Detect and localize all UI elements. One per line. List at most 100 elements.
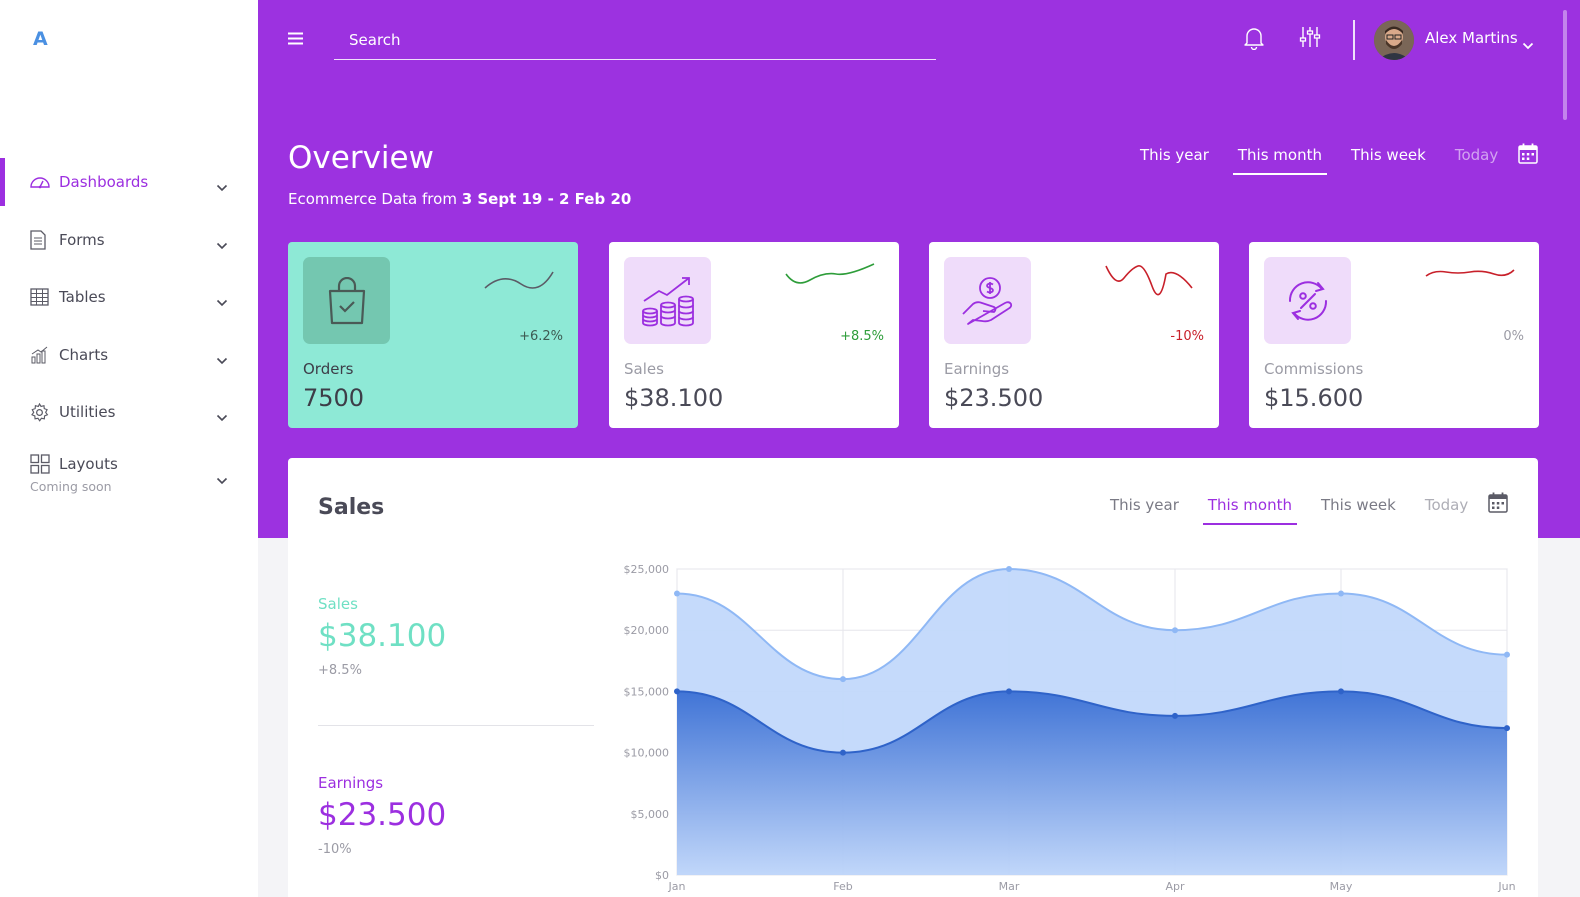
sidebar-item-dashboards[interactable]: Dashboards xyxy=(0,158,258,206)
x-tick-label: May xyxy=(1330,880,1353,893)
scrollbar[interactable] xyxy=(1563,10,1567,120)
sidebar-item-label: Forms xyxy=(59,230,105,249)
date-range-subtitle: Ecommerce Data from 3 Sept 19 - 2 Feb 20 xyxy=(288,190,631,208)
tab-this-week[interactable]: This week xyxy=(1321,496,1396,514)
card-change: +6.2% xyxy=(519,329,563,344)
kpi-sales-value: $38.100 xyxy=(318,618,447,654)
sparkline xyxy=(1105,265,1193,296)
y-tick-label: $5,000 xyxy=(631,808,670,821)
document-icon xyxy=(30,229,50,250)
subtitle-range: 3 Sept 19 - 2 Feb 20 xyxy=(461,190,632,208)
stat-card-commissions[interactable]: 0% Commissions $15.600 xyxy=(1249,242,1539,428)
period-tabs: This year This month This week Today xyxy=(1135,146,1522,175)
x-tick-label: Apr xyxy=(1165,880,1185,893)
card-value: 7500 xyxy=(303,384,365,412)
tab-today[interactable]: Today xyxy=(1424,496,1469,514)
sidebar-item-label: Utilities xyxy=(59,403,116,421)
hamburger-menu-icon[interactable] xyxy=(288,30,303,49)
card-label: Orders xyxy=(303,360,354,378)
kpi-earnings-label: Earnings xyxy=(318,774,384,792)
chevron-down-icon[interactable] xyxy=(1522,35,1534,54)
card-value: $38.100 xyxy=(624,384,724,412)
card-label: Commissions xyxy=(1264,360,1364,378)
sidebar-item-label: Layouts xyxy=(59,454,118,473)
tab-this-year[interactable]: This year xyxy=(1110,496,1179,514)
sidebar: A Dashboards Forms Tables xyxy=(0,0,258,897)
series-area xyxy=(677,691,1507,875)
subtitle-prefix: Ecommerce Data from xyxy=(288,190,462,208)
avatar[interactable] xyxy=(1374,20,1414,60)
card-value: $15.600 xyxy=(1264,384,1364,412)
sidebar-item-tables[interactable]: Tables xyxy=(0,273,258,321)
percent-cycle-icon xyxy=(1264,257,1351,344)
chevron-down-icon xyxy=(216,470,228,489)
card-change: +8.5% xyxy=(840,329,884,344)
coins-growth-icon xyxy=(624,257,711,344)
app-logo[interactable]: A xyxy=(33,28,48,50)
sparkline xyxy=(785,263,875,284)
x-tick-label: Feb xyxy=(833,880,852,893)
sidebar-item-sublabel: Coming soon xyxy=(30,478,112,494)
data-point xyxy=(1172,712,1178,719)
chevron-down-icon xyxy=(216,350,228,369)
card-change: 0% xyxy=(1503,329,1524,344)
sidebar-item-layouts[interactable]: Layouts Coming soon xyxy=(0,446,258,502)
sidebar-item-label: Dashboards xyxy=(59,173,149,191)
y-tick-label: $20,000 xyxy=(624,624,670,637)
period-tabs: This year This month This week Today xyxy=(1105,496,1492,525)
data-point xyxy=(1504,651,1510,658)
y-tick-label: $25,000 xyxy=(624,563,670,576)
stat-card-orders[interactable]: +6.2% Orders 7500 xyxy=(288,242,578,428)
card-label: Sales xyxy=(624,360,664,378)
card-change: -10% xyxy=(1170,329,1204,344)
user-name[interactable]: Alex Martins xyxy=(1425,29,1518,47)
sparkline xyxy=(1425,269,1515,277)
x-tick-label: Jan xyxy=(668,880,686,893)
bell-icon[interactable] xyxy=(1243,26,1265,54)
tab-this-year[interactable]: This year xyxy=(1140,146,1209,164)
sidebar-item-utilities[interactable]: Utilities xyxy=(0,388,258,436)
chevron-down-icon xyxy=(216,235,228,254)
calendar-icon[interactable] xyxy=(1488,492,1508,517)
divider xyxy=(318,725,594,726)
gauge-icon xyxy=(30,172,50,192)
page-title: Overview xyxy=(288,140,434,176)
data-point xyxy=(1006,688,1012,695)
stat-card-sales[interactable]: +8.5% Sales $38.100 xyxy=(609,242,899,428)
tab-this-month[interactable]: This month xyxy=(1232,146,1327,175)
sidebar-item-label: Charts xyxy=(59,345,109,364)
tab-this-month[interactable]: This month xyxy=(1202,496,1297,525)
data-point xyxy=(1504,725,1510,732)
series-line xyxy=(676,567,1508,681)
data-point xyxy=(840,749,846,756)
data-point xyxy=(1172,627,1178,634)
kpi-sales-change: +8.5% xyxy=(318,663,362,678)
topbar-divider xyxy=(1353,20,1355,60)
settings-sliders-icon[interactable] xyxy=(1299,26,1321,52)
stat-card-earnings[interactable]: -10% Earnings $23.500 xyxy=(929,242,1219,428)
shopping-bag-icon xyxy=(303,257,390,344)
grid-icon xyxy=(30,453,50,474)
y-tick-label: $15,000 xyxy=(624,685,670,698)
data-point xyxy=(840,676,846,683)
sidebar-item-label: Tables xyxy=(59,288,106,306)
chevron-down-icon xyxy=(216,177,228,196)
data-point xyxy=(674,590,680,597)
data-point xyxy=(1006,566,1012,572)
tab-today[interactable]: Today xyxy=(1454,146,1499,164)
card-label: Earnings xyxy=(944,360,1010,378)
sidebar-nav: Dashboards Forms Tables Charts xyxy=(0,158,258,511)
panel-title: Sales xyxy=(318,495,385,520)
calendar-icon[interactable] xyxy=(1518,143,1538,168)
data-point xyxy=(1338,590,1344,597)
search-input[interactable] xyxy=(334,22,936,58)
x-tick-label: Jun xyxy=(1497,880,1515,893)
sidebar-item-forms[interactable]: Forms xyxy=(0,216,258,264)
kpi-earnings-value: $23.500 xyxy=(318,797,447,833)
y-tick-label: $10,000 xyxy=(624,747,670,760)
sidebar-item-charts[interactable]: Charts xyxy=(0,331,258,379)
gear-icon xyxy=(30,402,50,422)
tab-this-week[interactable]: This week xyxy=(1351,146,1426,164)
